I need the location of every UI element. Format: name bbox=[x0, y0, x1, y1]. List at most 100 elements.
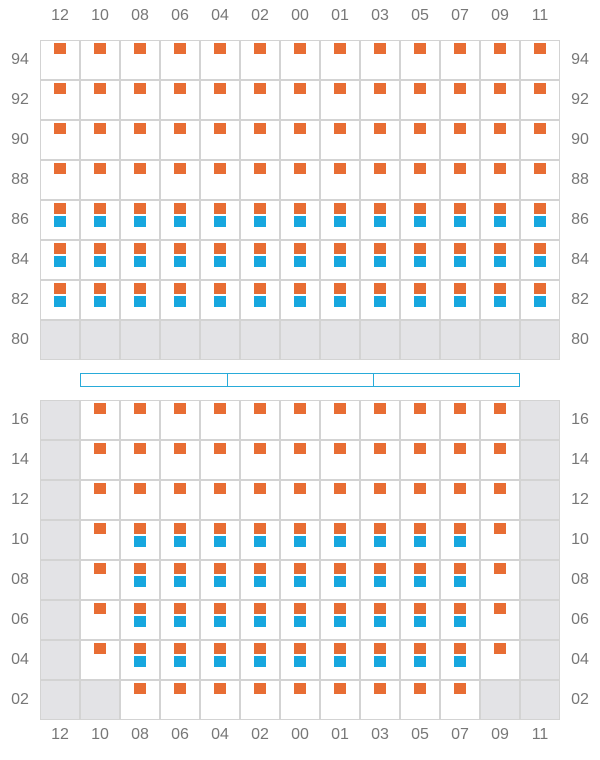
orange-marker bbox=[174, 43, 186, 54]
column-label-top: 00 bbox=[291, 7, 309, 24]
blue-marker bbox=[334, 576, 346, 587]
orange-marker bbox=[94, 643, 106, 654]
column-label-top: 05 bbox=[411, 7, 429, 24]
orange-marker bbox=[454, 483, 466, 494]
orange-marker bbox=[494, 563, 506, 574]
orange-marker bbox=[134, 563, 146, 574]
blue-marker bbox=[174, 536, 186, 547]
orange-marker bbox=[174, 523, 186, 534]
row-label-right: 86 bbox=[571, 211, 589, 228]
blue-marker bbox=[214, 256, 226, 267]
bottom-block-slot bbox=[400, 400, 440, 440]
row-label-right: 14 bbox=[571, 451, 589, 468]
column-label-bottom: 12 bbox=[51, 726, 69, 743]
blue-marker bbox=[454, 656, 466, 667]
orange-marker bbox=[414, 243, 426, 254]
blue-marker bbox=[374, 256, 386, 267]
blue-marker bbox=[134, 616, 146, 627]
bottom-block-slot bbox=[40, 600, 80, 640]
blue-marker bbox=[134, 536, 146, 547]
row-label-right: 10 bbox=[571, 531, 589, 548]
bottom-block-slot bbox=[80, 480, 120, 520]
orange-marker bbox=[494, 243, 506, 254]
orange-marker bbox=[334, 283, 346, 294]
orange-marker bbox=[214, 163, 226, 174]
orange-marker bbox=[334, 123, 346, 134]
blue-marker bbox=[414, 256, 426, 267]
orange-marker bbox=[454, 203, 466, 214]
bottom-block-slot bbox=[40, 560, 80, 600]
orange-marker bbox=[414, 563, 426, 574]
blue-marker bbox=[134, 656, 146, 667]
top-block-slot bbox=[320, 160, 360, 200]
blue-marker bbox=[294, 296, 306, 307]
blue-marker bbox=[374, 216, 386, 227]
column-label-bottom: 06 bbox=[171, 726, 189, 743]
orange-marker bbox=[414, 683, 426, 694]
orange-marker bbox=[254, 443, 266, 454]
bottom-block-slot bbox=[440, 440, 480, 480]
top-block-slot bbox=[320, 320, 360, 360]
top-block-slot bbox=[360, 40, 400, 80]
column-label-bottom: 02 bbox=[251, 726, 269, 743]
column-label-top: 04 bbox=[211, 7, 229, 24]
orange-marker bbox=[454, 43, 466, 54]
orange-marker bbox=[454, 283, 466, 294]
top-block-slot bbox=[440, 320, 480, 360]
blue-marker bbox=[214, 616, 226, 627]
blue-marker bbox=[334, 256, 346, 267]
orange-marker bbox=[534, 43, 546, 54]
orange-marker bbox=[294, 243, 306, 254]
row-label-left: 94 bbox=[11, 51, 29, 68]
orange-marker bbox=[334, 203, 346, 214]
blue-marker bbox=[214, 536, 226, 547]
top-block-slot bbox=[160, 80, 200, 120]
orange-marker bbox=[334, 643, 346, 654]
blue-marker bbox=[374, 656, 386, 667]
top-block-slot bbox=[120, 320, 160, 360]
row-label-right: 06 bbox=[571, 611, 589, 628]
top-block-slot bbox=[200, 40, 240, 80]
column-label-bottom: 10 bbox=[91, 726, 109, 743]
blue-marker bbox=[454, 296, 466, 307]
orange-marker bbox=[294, 163, 306, 174]
top-block-slot bbox=[480, 320, 520, 360]
orange-marker bbox=[174, 443, 186, 454]
orange-marker bbox=[134, 603, 146, 614]
blue-marker bbox=[494, 296, 506, 307]
row-label-left: 10 bbox=[11, 531, 29, 548]
blue-marker bbox=[294, 256, 306, 267]
orange-marker bbox=[374, 283, 386, 294]
blue-marker bbox=[94, 296, 106, 307]
bottom-block-slot bbox=[240, 680, 280, 720]
bottom-block-slot bbox=[40, 640, 80, 680]
orange-marker bbox=[334, 403, 346, 414]
orange-marker bbox=[254, 563, 266, 574]
top-block-slot bbox=[280, 120, 320, 160]
orange-marker bbox=[334, 83, 346, 94]
orange-marker bbox=[54, 83, 66, 94]
orange-marker bbox=[454, 243, 466, 254]
blue-marker bbox=[334, 536, 346, 547]
column-label-bottom: 07 bbox=[451, 726, 469, 743]
orange-marker bbox=[254, 683, 266, 694]
orange-marker bbox=[414, 123, 426, 134]
bottom-block-slot bbox=[520, 480, 560, 520]
column-label-bottom: 03 bbox=[371, 726, 389, 743]
top-block-slot bbox=[200, 120, 240, 160]
blue-marker bbox=[174, 296, 186, 307]
row-label-right: 08 bbox=[571, 571, 589, 588]
orange-marker bbox=[94, 523, 106, 534]
column-label-top: 01 bbox=[331, 7, 349, 24]
orange-marker bbox=[214, 563, 226, 574]
orange-marker bbox=[374, 403, 386, 414]
orange-marker bbox=[54, 163, 66, 174]
orange-marker bbox=[214, 203, 226, 214]
orange-marker bbox=[174, 603, 186, 614]
row-label-right: 82 bbox=[571, 291, 589, 308]
orange-marker bbox=[374, 443, 386, 454]
orange-marker bbox=[374, 83, 386, 94]
bottom-block-slot bbox=[480, 680, 520, 720]
bottom-block-slot bbox=[520, 400, 560, 440]
column-label-bottom: 08 bbox=[131, 726, 149, 743]
